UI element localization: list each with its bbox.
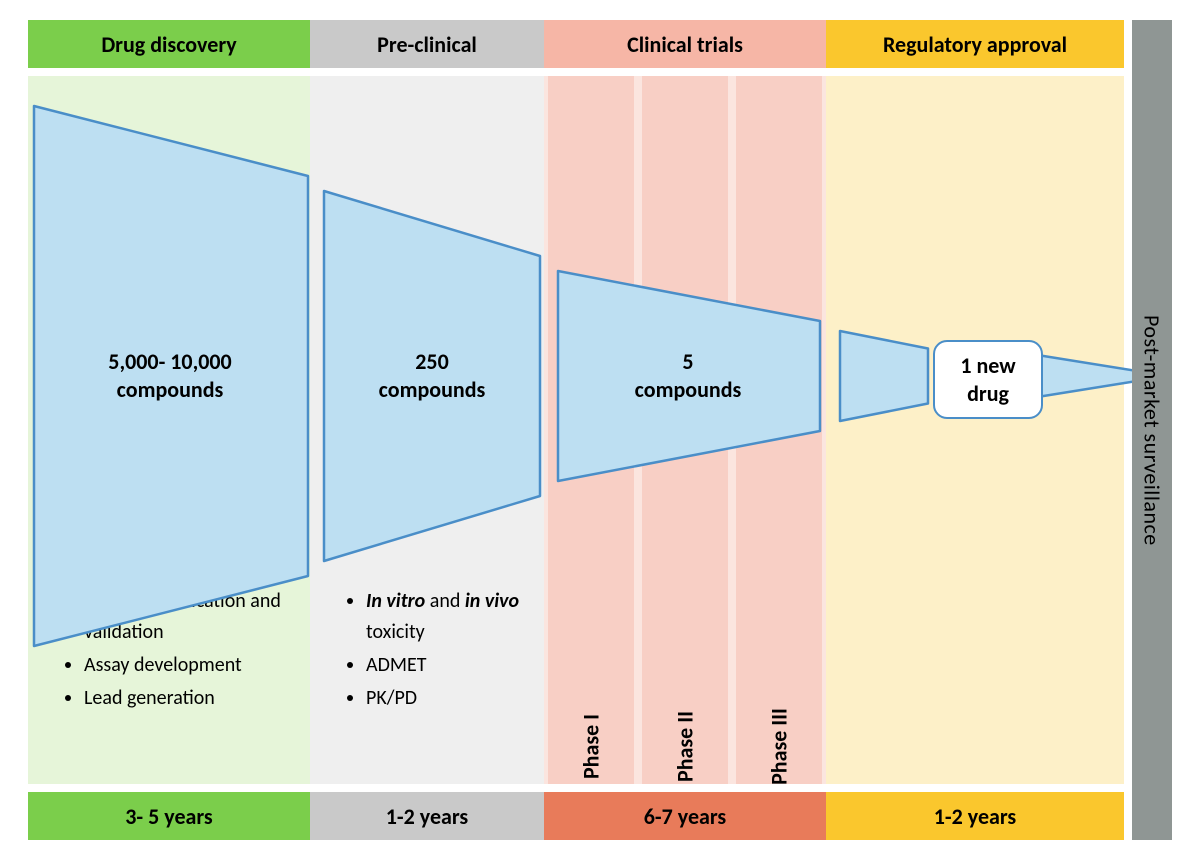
- bullet-item: Lead generation: [84, 683, 300, 714]
- col-clinical: Phase I Phase II Phase III: [544, 76, 826, 784]
- header-regulatory: Regulatory approval: [826, 20, 1124, 68]
- phase-columns: Phase I Phase II Phase III: [544, 76, 826, 784]
- bullets-discovery: Target identification and validationAssa…: [50, 586, 300, 716]
- diagram-container: Drug discoveryPre-clinicalClinical trial…: [28, 20, 1172, 841]
- header-discovery: Drug discovery: [28, 20, 310, 68]
- bullet-item: Assay development: [84, 650, 300, 681]
- footer-discovery: 3- 5 years: [28, 792, 310, 840]
- phase-label-3: Phase III: [766, 708, 793, 785]
- body-row: Target identification and validationAssa…: [28, 76, 1124, 784]
- phase-label-1: Phase I: [578, 714, 605, 779]
- bullets-preclinical: In vitro and in vivo toxicityADMETPK/PD: [332, 586, 534, 716]
- bullet-item: ADMET: [366, 650, 534, 681]
- col-preclinical: In vitro and in vivo toxicityADMETPK/PD: [310, 76, 544, 784]
- bullet-item: PK/PD: [366, 683, 534, 714]
- phase-col-1: Phase I: [548, 76, 634, 784]
- col-regulatory: [826, 76, 1124, 784]
- new-drug-badge: 1 newdrug: [933, 340, 1043, 419]
- funnel-label: 5compounds: [608, 348, 768, 403]
- funnel-label: 250compounds: [352, 348, 512, 403]
- header-row: Drug discoveryPre-clinicalClinical trial…: [28, 20, 1124, 68]
- footer-clinical: 6-7 years: [544, 792, 826, 840]
- sidebar-post-market: Post-market surveillance: [1132, 20, 1172, 840]
- phase-label-2: Phase II: [672, 711, 699, 782]
- bullet-item: Target identification and validation: [84, 586, 300, 648]
- header-clinical: Clinical trials: [544, 20, 826, 68]
- footer-row: 3- 5 years1-2 years6-7 years1-2 years: [28, 792, 1124, 840]
- header-preclinical: Pre-clinical: [310, 20, 544, 68]
- bullet-item: In vitro and in vivo toxicity: [366, 586, 534, 648]
- funnel-label: 5,000- 10,000compounds: [60, 348, 280, 403]
- footer-regulatory: 1-2 years: [826, 792, 1124, 840]
- footer-preclinical: 1-2 years: [310, 792, 544, 840]
- phase-col-3: Phase III: [736, 76, 822, 784]
- phase-col-2: Phase II: [642, 76, 728, 784]
- col-discovery: Target identification and validationAssa…: [28, 76, 310, 784]
- sidebar-label: Post-market surveillance: [1139, 315, 1166, 546]
